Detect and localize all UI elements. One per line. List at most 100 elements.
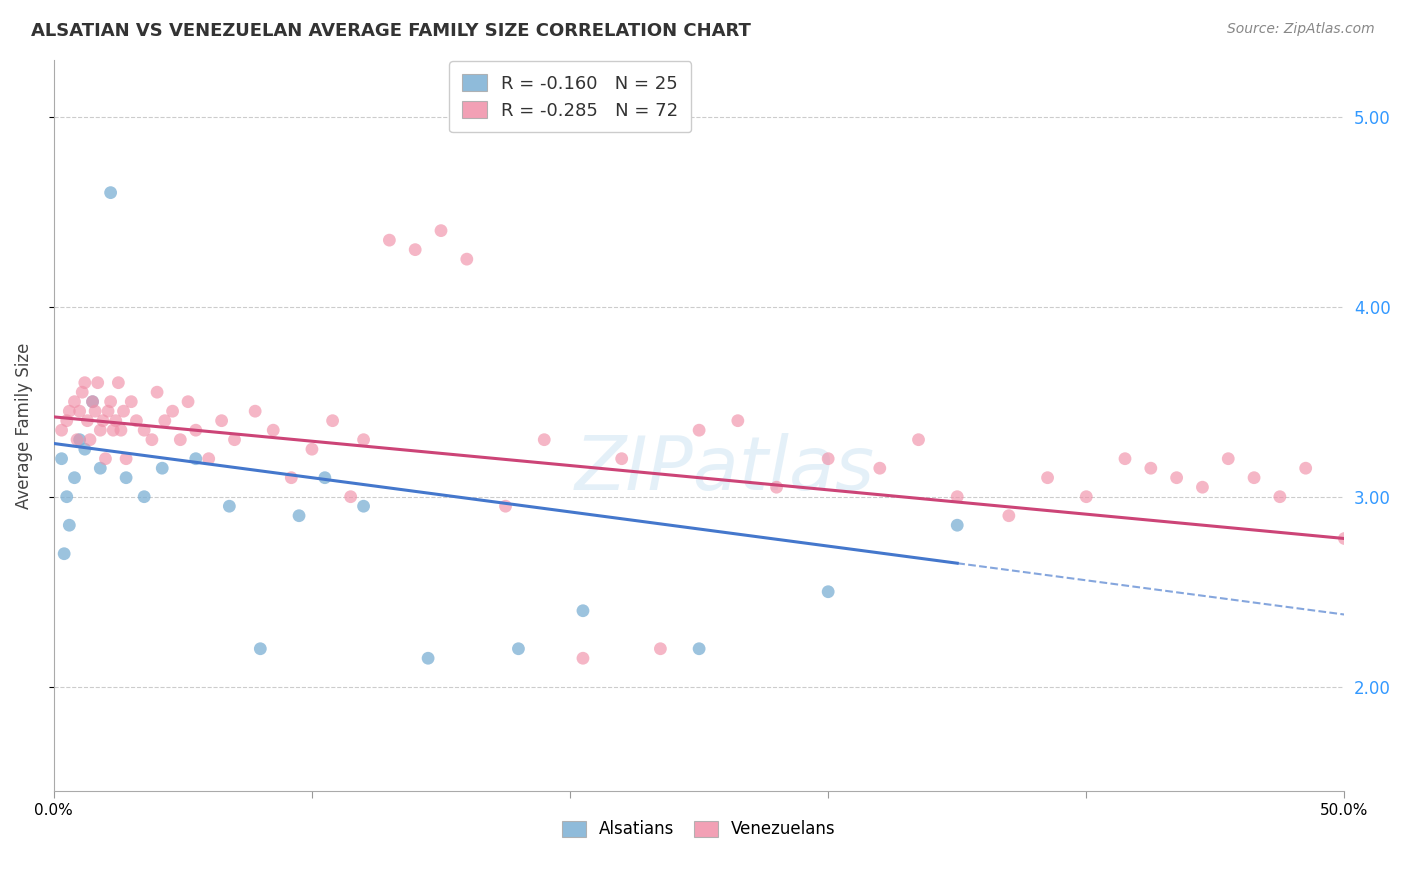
Point <box>110 423 132 437</box>
Point <box>1191 480 1213 494</box>
Point <box>430 224 453 238</box>
Point <box>53 547 76 561</box>
Point <box>1140 461 1163 475</box>
Point <box>1036 471 1059 485</box>
Point <box>946 518 969 533</box>
Point <box>378 233 401 247</box>
Point <box>141 433 163 447</box>
Point <box>79 433 101 447</box>
Point <box>82 394 104 409</box>
Point <box>1268 490 1291 504</box>
Point <box>100 394 122 409</box>
Point <box>177 394 200 409</box>
Point <box>115 471 138 485</box>
Point <box>533 433 555 447</box>
Point <box>1333 532 1355 546</box>
Point <box>650 641 672 656</box>
Y-axis label: Average Family Size: Average Family Size <box>15 343 32 508</box>
Point <box>243 404 266 418</box>
Point <box>572 604 595 618</box>
Point <box>907 433 929 447</box>
Point <box>314 471 336 485</box>
Legend: Alsatians, Venezuelans: Alsatians, Venezuelans <box>555 814 842 845</box>
Point <box>162 404 184 418</box>
Point <box>688 423 710 437</box>
Point <box>353 433 375 447</box>
Point <box>58 404 80 418</box>
Point <box>134 490 156 504</box>
Point <box>51 451 73 466</box>
Point <box>249 641 271 656</box>
Point <box>998 508 1021 523</box>
Point <box>153 414 176 428</box>
Point <box>869 461 891 475</box>
Point <box>817 584 839 599</box>
Point <box>146 385 169 400</box>
Point <box>1243 471 1265 485</box>
Point <box>218 499 240 513</box>
Point <box>55 490 77 504</box>
Point <box>224 433 246 447</box>
Point <box>416 651 439 665</box>
Point <box>184 423 207 437</box>
Text: Source: ZipAtlas.com: Source: ZipAtlas.com <box>1227 22 1375 37</box>
Point <box>89 461 111 475</box>
Point <box>1295 461 1317 475</box>
Point <box>58 518 80 533</box>
Point <box>120 394 142 409</box>
Point <box>70 385 93 400</box>
Point <box>262 423 284 437</box>
Point <box>66 433 89 447</box>
Point <box>817 451 839 466</box>
Point <box>125 414 148 428</box>
Point <box>1114 451 1136 466</box>
Point <box>211 414 233 428</box>
Point <box>765 480 787 494</box>
Point <box>197 451 219 466</box>
Point <box>150 461 173 475</box>
Point <box>69 433 91 447</box>
Point <box>89 423 111 437</box>
Point <box>572 651 595 665</box>
Point <box>1076 490 1098 504</box>
Point <box>73 442 96 457</box>
Point <box>100 186 122 200</box>
Point <box>86 376 108 390</box>
Point <box>73 376 96 390</box>
Point <box>63 471 86 485</box>
Point <box>946 490 969 504</box>
Point <box>727 414 749 428</box>
Point <box>495 499 517 513</box>
Point <box>134 423 156 437</box>
Point <box>107 376 129 390</box>
Point <box>404 243 426 257</box>
Point <box>688 641 710 656</box>
Point <box>94 451 117 466</box>
Point <box>112 404 135 418</box>
Point <box>51 423 73 437</box>
Point <box>104 414 127 428</box>
Point <box>63 394 86 409</box>
Point <box>169 433 191 447</box>
Text: ZIPatlas: ZIPatlas <box>575 434 875 506</box>
Point <box>288 508 311 523</box>
Point <box>84 404 107 418</box>
Point <box>301 442 323 457</box>
Text: ALSATIAN VS VENEZUELAN AVERAGE FAMILY SIZE CORRELATION CHART: ALSATIAN VS VENEZUELAN AVERAGE FAMILY SI… <box>31 22 751 40</box>
Point <box>115 451 138 466</box>
Point <box>91 414 114 428</box>
Point <box>1166 471 1188 485</box>
Point <box>103 423 125 437</box>
Point <box>353 499 375 513</box>
Point <box>184 451 207 466</box>
Point <box>456 252 478 267</box>
Point <box>508 641 530 656</box>
Point <box>82 394 104 409</box>
Point <box>280 471 302 485</box>
Point <box>610 451 633 466</box>
Point <box>97 404 120 418</box>
Point <box>322 414 344 428</box>
Point <box>339 490 361 504</box>
Point <box>1218 451 1240 466</box>
Point <box>76 414 98 428</box>
